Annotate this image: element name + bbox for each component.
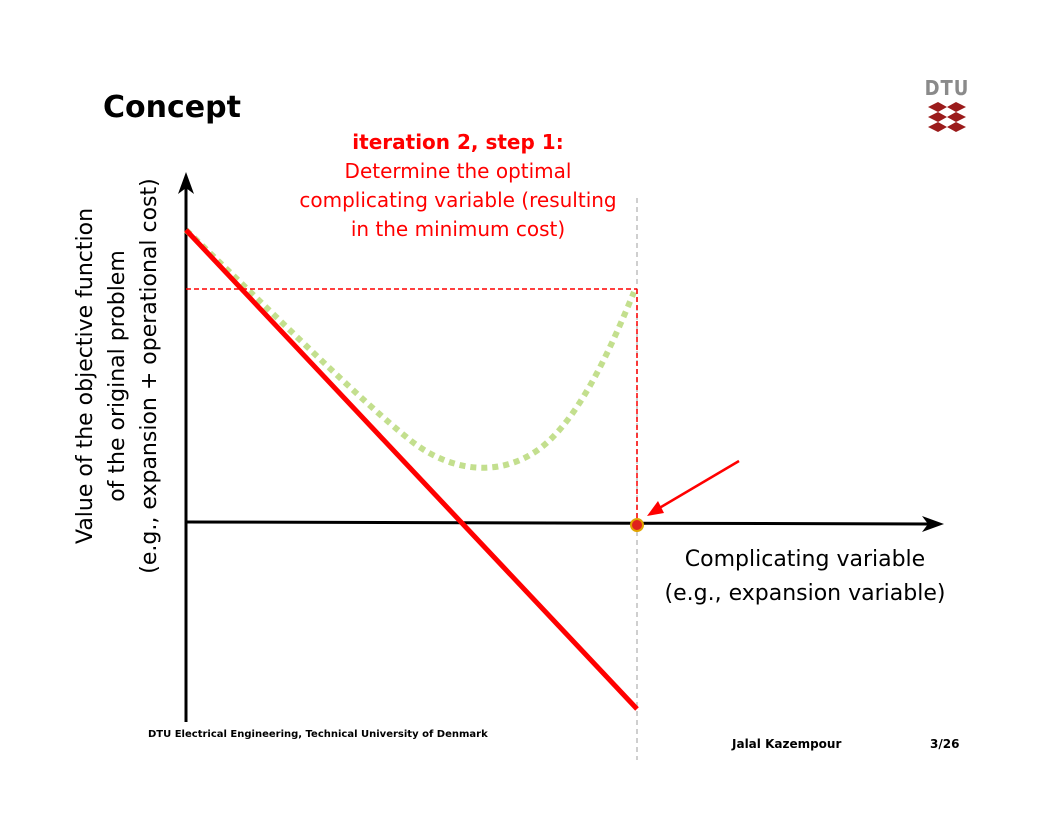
pointer-arrow-line <box>655 459 740 512</box>
note-line: Determine the optimal <box>344 159 572 183</box>
x-axis-label-line: Complicating variable <box>684 547 926 572</box>
footer-institution: DTU Electrical Engineering, Technical Un… <box>148 729 488 740</box>
dtu-logo-waves-icon <box>928 102 966 132</box>
note-heading: iteration 2, step 1: <box>352 130 564 154</box>
x-axis-label: Complicating variable (e.g., expansion v… <box>655 543 955 611</box>
footer-author: Jalal Kazempour <box>732 737 842 751</box>
dtu-logo-text: DTU <box>924 76 970 100</box>
y-axis-arrowhead <box>178 172 194 194</box>
y-axis-label-line: (e.g., expansion + operational cost) <box>137 178 162 574</box>
y-axis-label: Value of the objective function of the o… <box>70 176 166 576</box>
dtu-logo: DTU <box>922 76 972 136</box>
objective-curve <box>183 227 637 471</box>
note-line: complicating variable (resulting <box>299 188 617 212</box>
x-axis-arrowhead <box>922 516 944 532</box>
page-number: 3/26 <box>930 737 960 751</box>
cut-line <box>184 228 639 711</box>
y-axis-label-line: Value of the objective function <box>73 207 98 545</box>
y-axis-label-line: of the original problem <box>105 250 130 502</box>
x-axis <box>185 520 931 526</box>
iteration-note: iteration 2, step 1: Determine the optim… <box>268 128 648 244</box>
slide-title: Concept <box>103 90 241 125</box>
x-axis-label-line: (e.g., expansion variable) <box>664 581 946 606</box>
pointer-arrowhead <box>647 501 664 516</box>
note-line: in the minimum cost) <box>350 217 566 241</box>
optimal-point <box>630 518 644 532</box>
